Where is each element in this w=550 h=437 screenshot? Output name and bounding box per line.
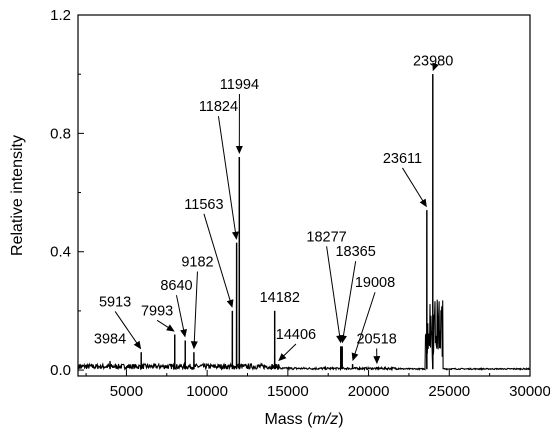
x-axis-title: Mass (m/z): [264, 411, 343, 428]
x-tick-label: 5000: [110, 383, 143, 400]
peak-label: 8640: [160, 278, 192, 294]
annotation-arrow-line: [114, 311, 138, 344]
peak-label: 5913: [99, 294, 131, 310]
y-tick-label: 1.2: [50, 7, 71, 24]
peak-annotations: 3984 5913 7993 8640 9182 11563 11824 11994 14182…: [94, 53, 453, 365]
peak-label: 18277: [306, 229, 346, 245]
annotation-arrow-line: [217, 116, 237, 233]
peak-label: 18365: [335, 244, 375, 260]
annotation-arrow-head: [166, 324, 175, 332]
x-tick-label: 30000: [509, 383, 550, 400]
annotation-arrow-head: [226, 299, 234, 308]
spectrum-trace: [78, 74, 531, 372]
x-axis-title-end: ): [338, 411, 343, 428]
annotation-arrow-line: [282, 343, 297, 357]
annotation-arrow-head: [340, 334, 347, 344]
peak-label: 23611: [383, 151, 422, 167]
annotation-arrow-line: [203, 213, 231, 302]
peak-label: 7993: [141, 303, 173, 319]
annotation-arrow-line: [175, 295, 185, 331]
annotation-arrow-head: [373, 356, 381, 365]
spectrum-line-group: [78, 74, 531, 372]
x-tick-label: 10000: [186, 383, 228, 400]
peak-label: 14182: [260, 290, 300, 306]
x-tick-label: 20000: [348, 383, 390, 400]
annotation-arrow-head: [231, 231, 239, 240]
annotation-arrow-head: [235, 146, 243, 155]
y-axis-title: Relative intensity: [9, 135, 26, 256]
annotation-arrow-line: [156, 319, 170, 329]
y-tick-label: 0.0: [50, 362, 71, 379]
x-axis-title-italic: m/z: [312, 411, 338, 428]
annotation-arrow-head: [278, 353, 287, 362]
annotation-arrow-head: [133, 340, 142, 350]
annotation-arrow-head: [351, 352, 359, 362]
y-tick-label: 0.4: [50, 244, 71, 261]
y-tick-label: 0.8: [50, 125, 71, 142]
peak-label: 9182: [181, 255, 213, 271]
annotation-arrow-head: [419, 198, 427, 208]
annotation-arrow-head: [432, 62, 439, 72]
plot-frame: [77, 14, 531, 377]
x-tick-label: 25000: [428, 383, 470, 400]
peak-label: 3984: [94, 331, 126, 347]
x-axis-ticks: 5000 10000 15000 20000 25000 30000: [85, 370, 550, 400]
peak-label: 14406: [276, 327, 316, 343]
peak-label: 19008: [355, 275, 395, 291]
x-axis-title-main: Mass (: [264, 411, 313, 428]
annotation-arrow-head: [180, 328, 188, 338]
x-tick-label: 15000: [267, 383, 309, 400]
annotation-arrow-line: [342, 261, 357, 337]
annotation-arrow-line: [193, 271, 198, 343]
peak-label: 11563: [184, 197, 223, 213]
peak-label: 20518: [356, 331, 396, 347]
peak-label: 11824: [199, 99, 238, 115]
peak-label: 23980: [413, 53, 453, 69]
annotation-arrow-line: [326, 246, 341, 337]
peak-label: 11994: [220, 77, 259, 93]
annotation-arrow-line: [402, 167, 424, 202]
y-axis-ticks: 0.0 0.4 0.8 1.2: [50, 7, 84, 379]
annotation-arrow-head: [190, 341, 198, 350]
annotation-arrow-line: [354, 292, 376, 355]
